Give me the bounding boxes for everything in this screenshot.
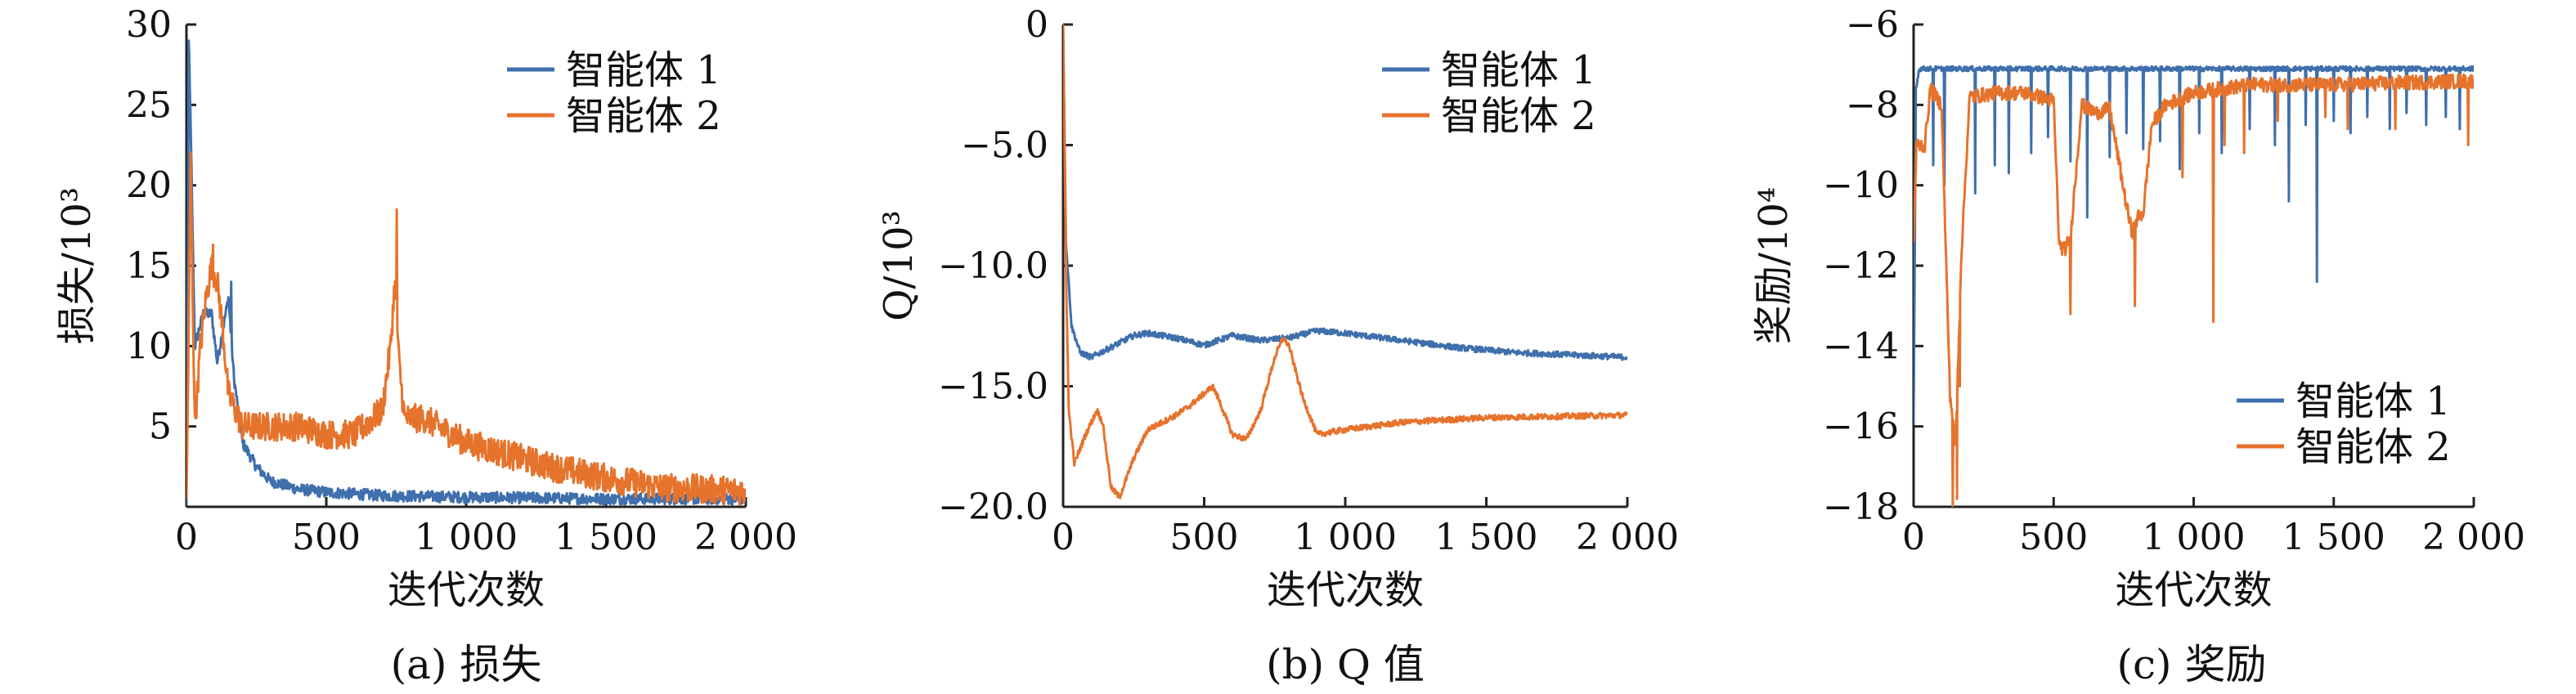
x-tick-label: 500: [1170, 517, 1239, 558]
y-tick-label: −10.0: [938, 245, 1048, 287]
y-tick-label: 0: [1025, 4, 1048, 46]
y-tick-label: −10: [1823, 165, 1899, 207]
y-tick-label: 25: [126, 84, 172, 126]
y-tick-label: −8: [1846, 84, 1899, 126]
y-axis-label: 损失/10³: [54, 187, 100, 345]
x-tick-label: 2 000: [1576, 517, 1679, 558]
y-tick-label: 15: [126, 245, 172, 287]
legend-label-agent-2: 智能体 2: [566, 93, 721, 139]
y-tick-label: 20: [126, 165, 172, 207]
series-line-agent-2: [1063, 25, 1627, 499]
legend-label-agent-1: 智能体 1: [2296, 378, 2451, 424]
x-axis-label: 迭代次数: [2115, 567, 2272, 613]
y-tick-label: 5: [149, 406, 172, 448]
x-tick-label: 500: [2019, 517, 2088, 558]
x-tick-label: 0: [175, 517, 198, 558]
y-tick-label: −14: [1823, 325, 1899, 367]
series-line-agent-2: [186, 151, 746, 506]
x-tick-label: 2 000: [2422, 517, 2525, 558]
x-tick-label: 1 500: [1435, 517, 1538, 558]
y-axis-label: Q/10³: [876, 210, 922, 321]
x-axis-label: 迭代次数: [388, 567, 545, 613]
chart-panel-2: 0 500 1 000 1 500 2 000 0 −5.0 −10.0 −15.0 −20.0 迭…: [876, 4, 1679, 688]
chart-panel-3: 0 500 1 000 1 500 2 000 −6 −8 −10 −12 −14 −16 −18 迭代…: [1751, 4, 2525, 688]
y-tick-label: −6: [1846, 4, 1899, 46]
panel-caption: (c) 奖励: [2117, 641, 2267, 688]
y-tick-label: −18: [1823, 486, 1899, 528]
legend-label-agent-1: 智能体 1: [566, 47, 721, 93]
series-line-agent-1: [1063, 25, 1627, 361]
panel-caption: (a) 损失: [391, 641, 542, 688]
x-tick-label: 1 000: [2143, 517, 2246, 558]
y-axis-label: 奖励/10⁴: [1751, 187, 1797, 345]
legend-label-agent-2: 智能体 2: [1441, 93, 1596, 139]
y-tick-label: −5.0: [961, 125, 1048, 167]
series-line-agent-2: [1914, 73, 2474, 507]
x-tick-label: 1 500: [2282, 517, 2385, 558]
x-tick-label: 2 000: [694, 517, 797, 558]
legend-label-agent-1: 智能体 1: [1441, 47, 1596, 93]
x-axis-label: 迭代次数: [1267, 567, 1424, 613]
chart-panel-1: 0 500 1 000 1 500 2 000 5 10 15 20 25 30 迭代次数 损失/10³…: [54, 4, 797, 688]
x-tick-label: 1 000: [415, 517, 518, 558]
y-tick-label: −12: [1823, 245, 1899, 287]
x-tick-label: 1 000: [1294, 517, 1397, 558]
y-tick-label: −16: [1823, 406, 1899, 448]
x-tick-label: 0: [1052, 517, 1075, 558]
x-tick-label: 1 500: [554, 517, 657, 558]
series-line-agent-1: [1914, 65, 2474, 425]
y-tick-label: −20.0: [938, 486, 1048, 528]
y-tick-label: 10: [126, 325, 172, 367]
legend-label-agent-2: 智能体 2: [2296, 424, 2451, 470]
panel-caption: (b) Q 值: [1266, 641, 1425, 688]
x-tick-label: 500: [292, 517, 361, 558]
y-tick-label: −15.0: [938, 366, 1048, 408]
y-tick-label: 30: [126, 4, 172, 46]
x-tick-label: 0: [1902, 517, 1925, 558]
